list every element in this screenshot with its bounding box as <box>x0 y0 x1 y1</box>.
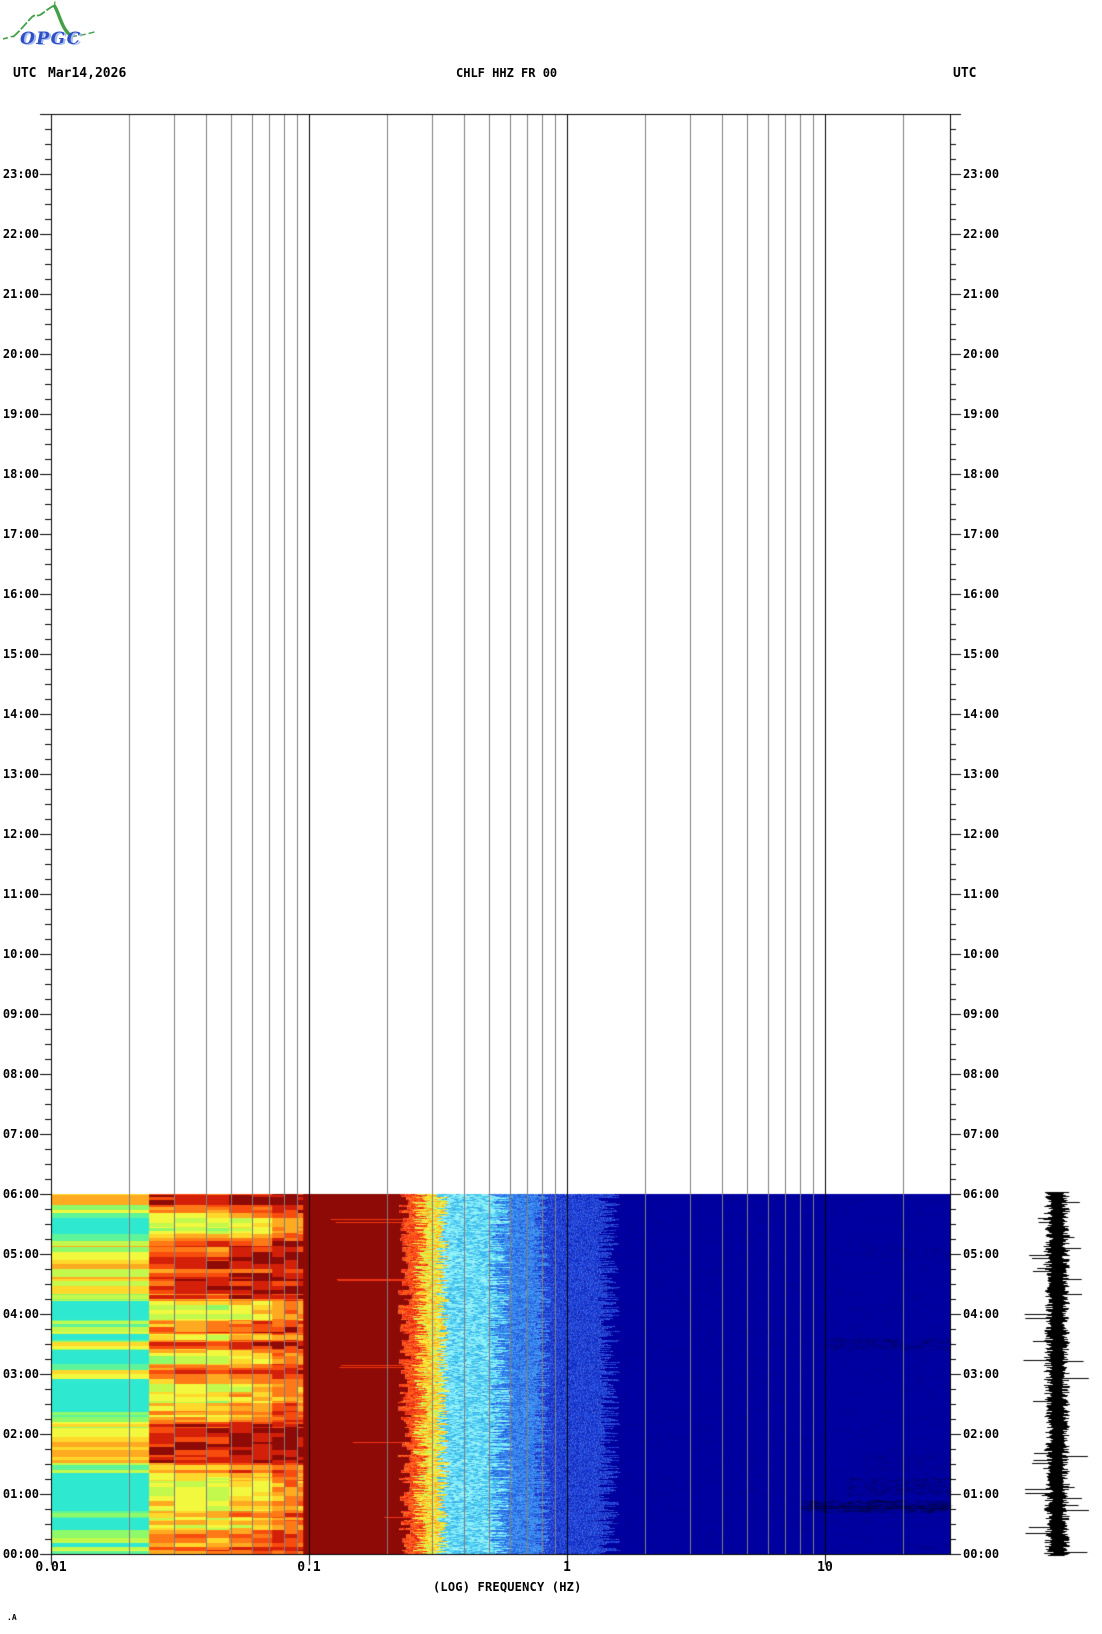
time-label-right-0000: 00:00 <box>963 1547 1000 1561</box>
time-label-right-0700: 07:00 <box>963 1127 1000 1141</box>
time-label-right-0400: 04:00 <box>963 1307 1000 1321</box>
time-label-right-1100: 11:00 <box>963 887 1000 901</box>
time-label-right-1400: 14:00 <box>963 707 1000 721</box>
time-label-left-1600: 16:00 <box>2 587 39 601</box>
freq-tick-label-0.1: 0.1 <box>297 1560 321 1575</box>
time-label-right-0200: 02:00 <box>963 1427 1000 1441</box>
time-label-left-1900: 19:00 <box>2 407 39 421</box>
time-label-left-0700: 07:00 <box>2 1127 39 1141</box>
time-label-right-0300: 03:00 <box>963 1367 1000 1381</box>
time-label-left-1000: 10:00 <box>2 947 39 961</box>
time-label-left-0400: 04:00 <box>2 1307 39 1321</box>
time-label-right-1000: 10:00 <box>963 947 1000 961</box>
time-label-left-0800: 08:00 <box>2 1067 39 1081</box>
time-label-left-1800: 18:00 <box>2 467 39 481</box>
freq-tick-label-0.01: 0.01 <box>35 1560 67 1575</box>
time-label-left-2000: 20:00 <box>2 347 39 361</box>
frequency-axis-label: (LOG) FREQUENCY (HZ) <box>433 1580 582 1594</box>
time-label-left-0900: 09:00 <box>2 1007 39 1021</box>
time-label-right-1800: 18:00 <box>963 467 1000 481</box>
time-label-right-1200: 12:00 <box>963 827 1000 841</box>
time-label-right-0800: 08:00 <box>963 1067 1000 1081</box>
time-label-right-1900: 19:00 <box>963 407 1000 421</box>
time-label-left-1200: 12:00 <box>2 827 39 841</box>
time-label-right-0600: 06:00 <box>963 1187 1000 1201</box>
freq-tick-label-10: 10 <box>817 1560 833 1575</box>
time-label-left-0500: 05:00 <box>2 1247 39 1261</box>
time-label-left-0600: 06:00 <box>2 1187 39 1201</box>
freq-tick-label-1: 1 <box>563 1560 571 1575</box>
time-label-right-2300: 23:00 <box>963 167 1000 181</box>
time-label-left-2100: 21:00 <box>2 287 39 301</box>
time-label-left-0200: 02:00 <box>2 1427 39 1441</box>
time-label-right-2000: 20:00 <box>963 347 1000 361</box>
time-label-left-2300: 23:00 <box>2 167 39 181</box>
time-label-right-0900: 09:00 <box>963 1007 1000 1021</box>
time-label-right-1700: 17:00 <box>963 527 1000 541</box>
time-label-left-1100: 11:00 <box>2 887 39 901</box>
time-label-left-1300: 13:00 <box>2 767 39 781</box>
time-label-right-1500: 15:00 <box>963 647 1000 661</box>
time-label-right-0500: 05:00 <box>963 1247 1000 1261</box>
time-label-left-0000: 00:00 <box>2 1547 39 1561</box>
time-label-left-1500: 15:00 <box>2 647 39 661</box>
time-label-left-0100: 01:00 <box>2 1487 39 1501</box>
time-label-right-1300: 13:00 <box>963 767 1000 781</box>
time-label-left-1400: 14:00 <box>2 707 39 721</box>
time-label-right-1600: 16:00 <box>963 587 1000 601</box>
time-label-left-0300: 03:00 <box>2 1367 39 1381</box>
time-label-right-0100: 01:00 <box>963 1487 1000 1501</box>
time-label-right-2200: 22:00 <box>963 227 1000 241</box>
time-label-left-2200: 22:00 <box>2 227 39 241</box>
footer-mark: .A <box>7 1613 17 1622</box>
time-label-right-2100: 21:00 <box>963 287 1000 301</box>
time-label-left-1700: 17:00 <box>2 527 39 541</box>
